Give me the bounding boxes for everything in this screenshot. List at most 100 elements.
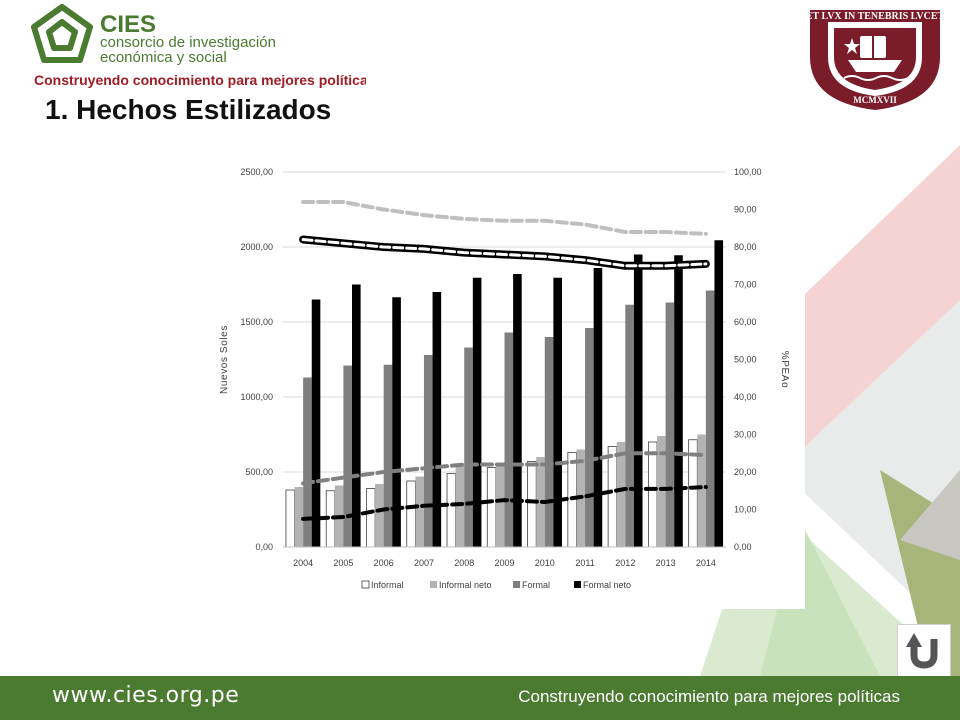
bar-informal [366, 488, 376, 548]
x-tick-label: 2008 [454, 558, 474, 568]
legend-label: Formal [522, 580, 550, 590]
line-outlined-chain [301, 238, 708, 268]
y2-tick-label: 70,00 [734, 280, 757, 290]
y2-tick-label: 100,00 [734, 167, 762, 177]
y-tick-label: 500,00 [245, 467, 273, 477]
x-tick-label: 2010 [535, 558, 555, 568]
bar-formal [343, 365, 353, 547]
footer-url[interactable]: www.cies.org.pe [52, 683, 240, 708]
line-dashed-light-gray [301, 200, 708, 236]
y-tick-label: 2000,00 [240, 242, 273, 252]
bar-formal-neto [714, 240, 724, 547]
bar-formal-neto [311, 299, 321, 547]
bar-formal [303, 377, 312, 547]
bar-formal-neto [553, 277, 562, 547]
bar-informal-neto [616, 442, 626, 547]
bar-informal-neto [415, 476, 424, 547]
bar-informal-neto [656, 436, 666, 547]
legend-label: Formal neto [583, 580, 631, 590]
star-icon [844, 38, 860, 54]
y2-tick-label: 80,00 [734, 242, 757, 252]
bar-formal-neto [392, 297, 401, 547]
footer-bar: www.cies.org.pe Construyendo conocimient… [0, 676, 960, 720]
bar-informal [647, 441, 658, 548]
y2-tick-label: 20,00 [734, 467, 757, 477]
bar-formal [423, 355, 433, 547]
x-tick-label: 2013 [656, 558, 676, 568]
line-outlined-chain [299, 235, 710, 270]
y2-tick-label: 50,00 [734, 355, 757, 365]
bar-informal [285, 489, 295, 548]
bar-informal [486, 467, 497, 548]
bar-formal-neto [674, 255, 683, 547]
y-tick-label: 1500,00 [240, 317, 273, 327]
footer-tagline: Construyendo conocimiento para mejores p… [518, 687, 900, 706]
bar-formal-neto [593, 268, 603, 547]
y-tick-label: 0,00 [255, 542, 273, 552]
bar-formal-neto [513, 274, 522, 547]
y-axis-title: Nuevos Soles [219, 325, 230, 394]
seal-motto: ET LVX IN TENEBRIS LVCET [806, 11, 945, 22]
income-chart: 0,00 500,00 1000,00 1500,00 2000,00 2500,00 0,… [219, 167, 790, 590]
bar-informal [406, 480, 416, 548]
line-dashed-black [301, 485, 708, 521]
bar-informal [446, 473, 457, 548]
legend-label: Informal neto [439, 580, 492, 590]
bar-informal-neto [455, 466, 465, 547]
bar-formal [504, 332, 514, 547]
legend-swatch [574, 581, 581, 588]
y2-tick-label: 40,00 [734, 392, 757, 402]
y2-tick-label: 0,00 [734, 542, 752, 552]
bar-formal [544, 337, 554, 547]
y2-axis-title: %PEAo [779, 351, 790, 388]
y-tick-label: 2500,00 [240, 167, 273, 177]
bar-informal [607, 446, 618, 548]
x-tick-label: 2007 [414, 558, 434, 568]
cies-logo: CIES consorcio de investigación económic… [31, 4, 366, 88]
return-button[interactable] [897, 624, 951, 678]
bar-informal-neto [495, 463, 505, 547]
bar-formal-neto [352, 284, 361, 547]
y2-tick-label: 30,00 [734, 430, 757, 440]
bar-formal-neto [432, 292, 442, 547]
ship-icon [848, 32, 902, 72]
legend-swatch [361, 580, 370, 589]
bar-formal-neto [472, 277, 482, 547]
bar-formal [665, 302, 675, 547]
pentagon-logo-icon [31, 4, 93, 63]
line-dashed-gray [301, 451, 708, 486]
bar-informal-neto [294, 487, 304, 547]
x-tick-label: 2004 [293, 558, 313, 568]
bar-informal-neto [375, 484, 384, 547]
bar-informal-neto [697, 434, 706, 547]
bar-formal-neto [633, 254, 643, 547]
logo-line1: consorcio de investigación [100, 34, 276, 51]
bar-formal [464, 347, 473, 547]
bar-informal [527, 461, 537, 548]
bar-formal [585, 328, 594, 547]
y2-tick-label: 60,00 [734, 317, 757, 327]
x-tick-label: 2005 [333, 558, 353, 568]
x-tick-label: 2012 [615, 558, 635, 568]
slide-title: 1. Hechos Estilizados [45, 94, 332, 125]
x-tick-label: 2006 [374, 558, 394, 568]
logo-line2: económica y social [100, 49, 227, 66]
y2-tick-label: 90,00 [734, 205, 757, 215]
bar-formal [625, 304, 634, 547]
logo-tagline: Construyendo conocimiento para mejores p… [34, 72, 366, 88]
seal-year: MCMXVII [853, 95, 897, 105]
bar-formal [705, 290, 715, 547]
legend-swatch [513, 581, 520, 588]
logo-name: CIES [100, 11, 156, 38]
legend-label: Informal [371, 580, 404, 590]
chart-panel: 0,00 500,00 1000,00 1500,00 2000,00 2500,00 0,… [207, 150, 805, 609]
bar-formal [383, 364, 393, 547]
legend-swatch [430, 581, 437, 588]
x-tick-label: 2011 [575, 558, 594, 568]
university-seal: ET LVX IN TENEBRIS LVCET MCMXVII [806, 10, 945, 110]
u-turn-arrow-icon [906, 633, 938, 669]
x-tick-label: 2014 [696, 558, 716, 568]
x-tick-label: 2009 [494, 558, 514, 568]
y-tick-label: 1000,00 [240, 392, 273, 402]
y2-tick-label: 10,00 [734, 505, 757, 515]
